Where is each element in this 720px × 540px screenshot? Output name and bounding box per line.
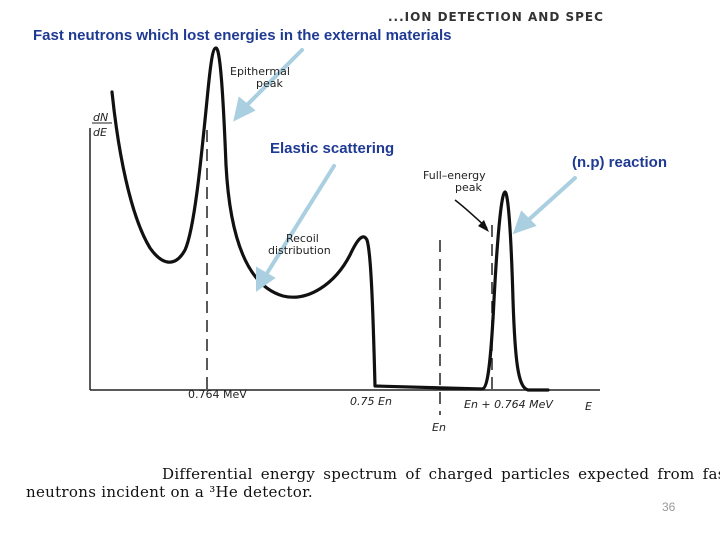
epithermal-peak-label: Epithermal peak [230, 66, 290, 90]
arrow-fast-neutrons [240, 48, 304, 112]
full-energy-peak-line1: Full–energy [423, 169, 486, 182]
y-axis-label: dN dE [93, 110, 108, 140]
annotation-fast-neutrons: Fast neutrons which lost energies in the… [33, 27, 452, 44]
tick-label-075En: 0.75 En [350, 395, 392, 408]
arrow-np-head [512, 210, 537, 235]
epithermal-peak-line1: Epithermal [230, 65, 290, 78]
tick-label-En: En [432, 421, 446, 434]
epithermal-peak-line2: peak [256, 77, 283, 90]
annotation-np-reaction: (n.p) reaction [572, 154, 668, 171]
arrow-elastic-head [256, 266, 276, 292]
y-axis-label-den: dE [93, 126, 107, 139]
y-axis-label-num: dN [93, 111, 109, 124]
arrow-fast-neutrons-head [233, 96, 256, 122]
spectrum-curve [110, 46, 550, 392]
figure-caption-line2: neutrons incident on a ³He detector. [26, 483, 313, 501]
arrow-np [522, 176, 577, 226]
tick-label-En-plus: En + 0.764 MeV [464, 398, 553, 411]
annotation-arrows [233, 48, 577, 292]
tick-label-0764: 0.764 MeV [188, 388, 247, 401]
recoil-distribution-label: Recoil distribution [268, 233, 331, 257]
annotation-elastic-scattering: Elastic scattering [270, 140, 395, 157]
full-energy-peak-line2: peak [455, 181, 482, 194]
recoil-distribution-line1: Recoil [286, 232, 319, 245]
page-number: 36 [662, 500, 676, 514]
figure-caption-line1: Differential energy spectrum of charged … [162, 465, 720, 483]
book-header-fragment: ...ION DETECTION AND SPEC [388, 10, 604, 24]
full-energy-peak-label: Full–energy peak [423, 170, 486, 194]
recoil-distribution-line2: distribution [268, 244, 331, 257]
full-energy-pointer-head [478, 220, 489, 232]
arrow-elastic [262, 164, 336, 280]
tick-label-E: E [585, 400, 592, 413]
